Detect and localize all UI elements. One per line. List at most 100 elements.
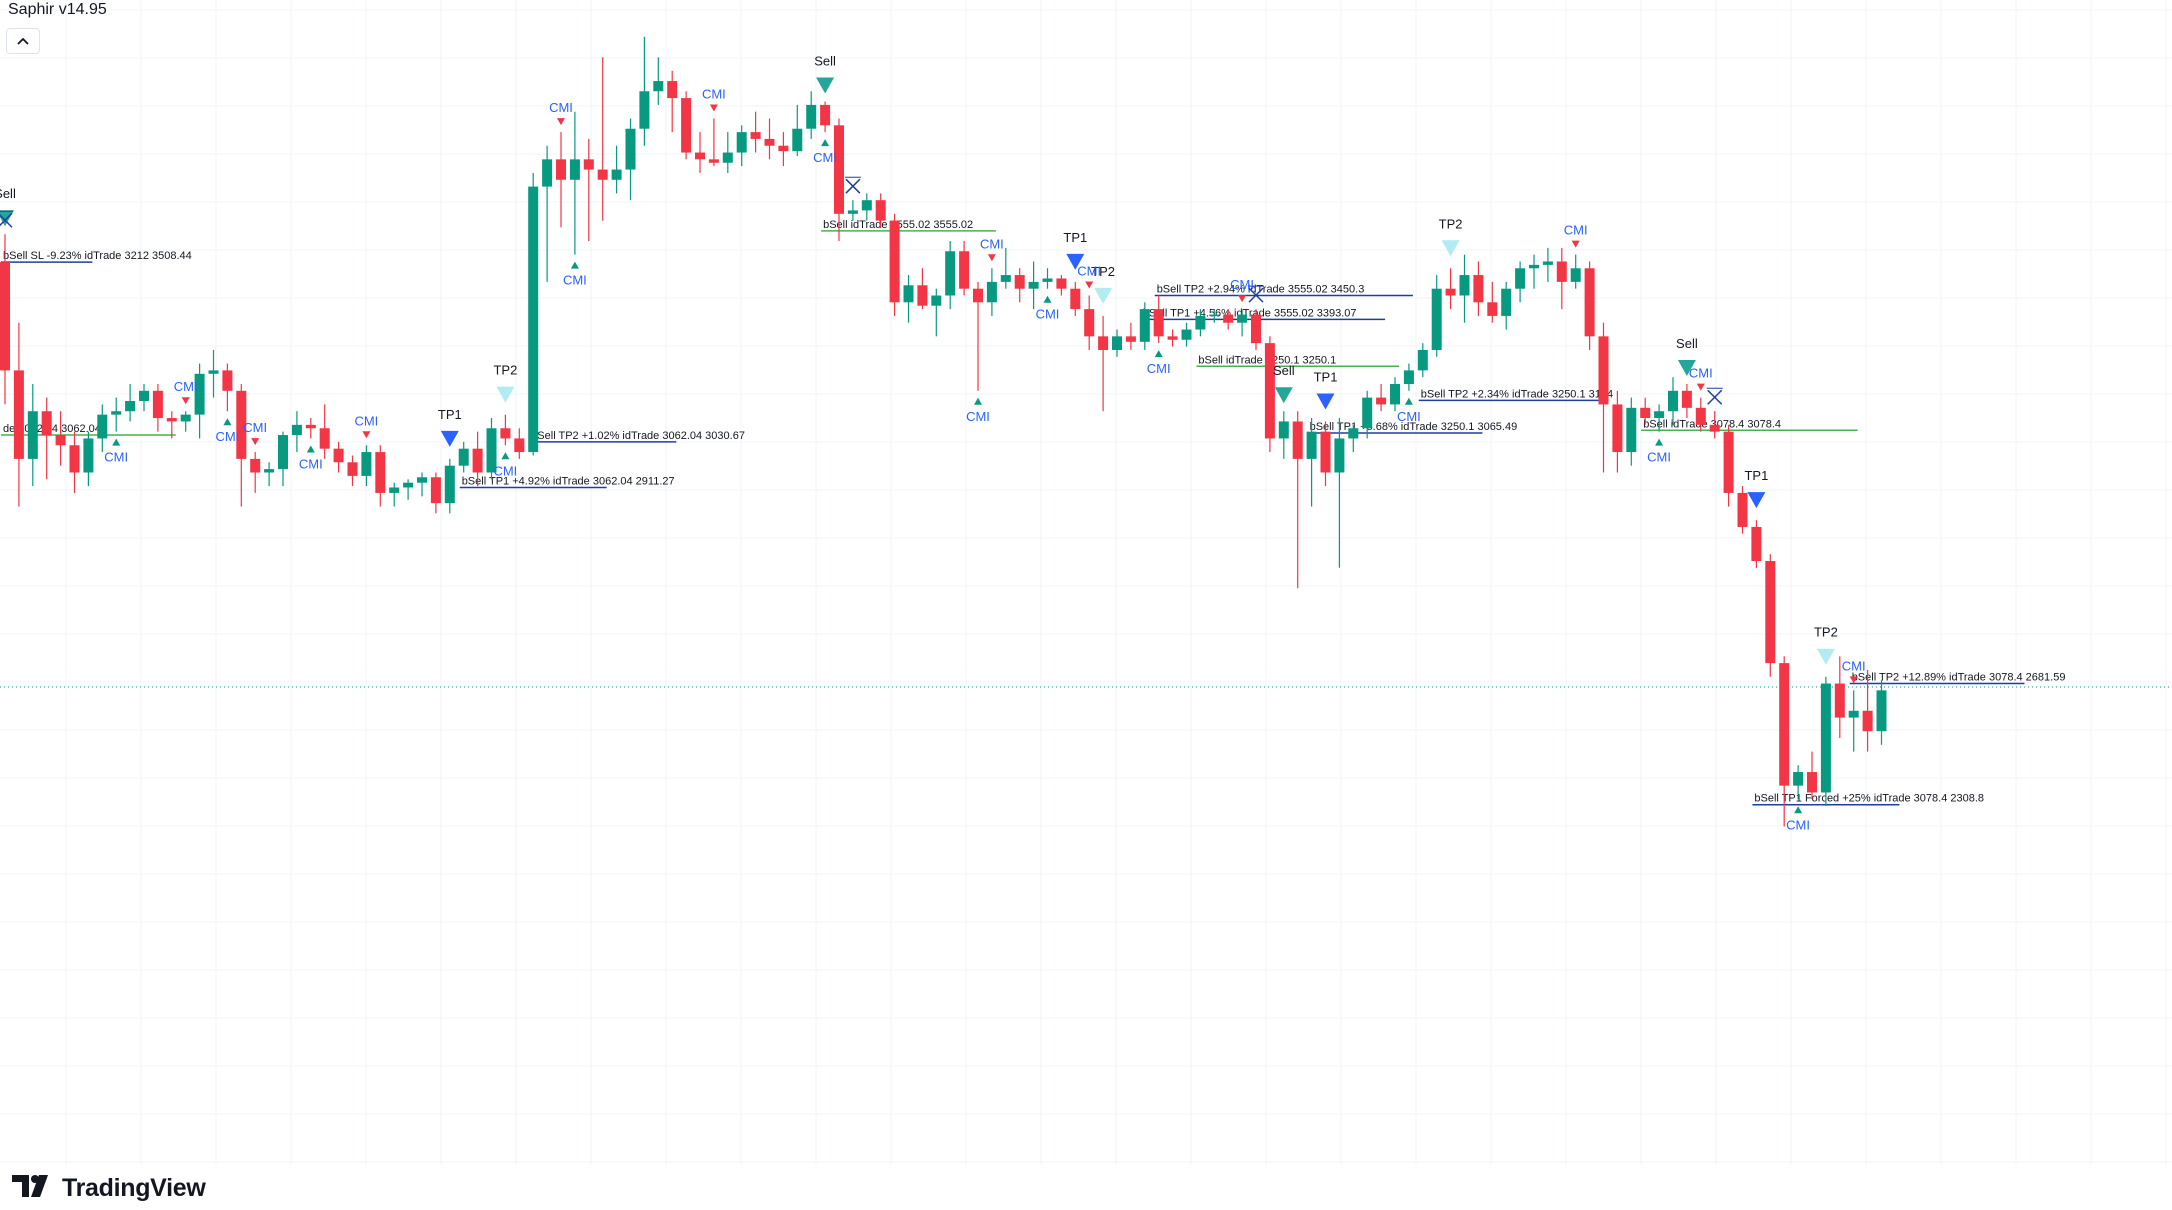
candle xyxy=(875,193,886,228)
cmi-label: CMI xyxy=(1564,223,1588,238)
cmi-up-arrow-icon xyxy=(1154,350,1163,358)
candle xyxy=(417,472,427,497)
candle-body xyxy=(347,462,358,476)
candle-body xyxy=(139,390,149,402)
candle-body xyxy=(1251,314,1261,344)
candle-body xyxy=(1515,268,1526,289)
cmi-up-arrow-icon xyxy=(501,452,510,460)
candle xyxy=(69,431,80,493)
candle-body xyxy=(1834,683,1845,718)
candle xyxy=(847,200,858,221)
candle xyxy=(1237,309,1248,337)
candle xyxy=(111,397,122,432)
candle-body xyxy=(847,210,858,214)
candle xyxy=(264,462,275,487)
candle-body xyxy=(1556,261,1567,282)
candle-body xyxy=(291,424,302,436)
cmi-label: CMI xyxy=(215,429,239,444)
candle xyxy=(250,452,261,493)
candle xyxy=(653,57,664,105)
cmi-down-arrow-icon xyxy=(251,438,260,446)
sell-signal-label: Sell xyxy=(0,186,16,201)
candle-body xyxy=(1390,384,1400,405)
candle-body xyxy=(180,414,191,422)
candle xyxy=(917,268,928,310)
candle xyxy=(27,384,38,487)
cmi-label: CMI xyxy=(563,273,587,288)
candle xyxy=(1598,322,1609,473)
tp2-signal-icon xyxy=(1441,240,1460,257)
candle xyxy=(1278,411,1289,459)
candle xyxy=(1264,336,1275,453)
candle-body xyxy=(1237,314,1248,323)
candle xyxy=(722,132,733,173)
candle xyxy=(945,241,956,310)
cmi-label: CMI xyxy=(493,463,517,478)
candle-body xyxy=(806,104,817,129)
candle-body xyxy=(1000,275,1011,282)
candle xyxy=(278,431,288,487)
candle-body xyxy=(458,448,469,466)
tradingview-logo[interactable]: TradingView xyxy=(12,1174,206,1203)
candle xyxy=(1181,322,1192,347)
candle xyxy=(403,479,414,500)
tp1-signal-icon xyxy=(1066,253,1085,270)
candle xyxy=(889,213,900,316)
cmi-label: CMI xyxy=(174,379,198,394)
sell-signal-icon xyxy=(1677,360,1696,376)
candle-body xyxy=(1529,264,1539,269)
candle xyxy=(1431,275,1442,357)
candle xyxy=(625,118,636,201)
candle xyxy=(1084,295,1095,350)
candle xyxy=(1362,390,1373,439)
candle xyxy=(1070,281,1081,316)
candle xyxy=(1709,411,1720,439)
candle xyxy=(194,363,205,439)
cmi-label: CMI xyxy=(104,450,128,465)
candle xyxy=(1195,309,1206,337)
candle-body xyxy=(1751,526,1762,561)
candle xyxy=(389,482,400,507)
indicator-title: Saphir v14.95 xyxy=(8,1,107,18)
candle xyxy=(1765,554,1776,677)
collapse-legend-button[interactable] xyxy=(6,28,40,54)
candle-body xyxy=(13,370,24,459)
candle-body xyxy=(931,295,942,306)
cmi-label: CMI xyxy=(1689,366,1713,381)
candle xyxy=(1695,397,1706,432)
candle-body xyxy=(1473,275,1484,303)
cmi-down-arrow-icon xyxy=(1085,281,1094,289)
cmi-label: CMI xyxy=(980,236,1004,251)
candle-body xyxy=(973,288,983,303)
candle xyxy=(1209,309,1220,323)
candle xyxy=(97,404,108,453)
candle-body xyxy=(1862,710,1873,732)
candle-body xyxy=(1112,336,1122,350)
candle-body xyxy=(41,411,52,436)
candle xyxy=(1459,254,1470,323)
candle-body xyxy=(1153,309,1164,337)
cmi-label: CMI xyxy=(1036,307,1060,322)
candle-body xyxy=(639,91,650,129)
candle xyxy=(1403,363,1414,391)
candle xyxy=(806,91,817,139)
candle xyxy=(931,288,942,337)
candle-body xyxy=(597,169,608,180)
candle-body xyxy=(1195,315,1206,330)
candle xyxy=(542,145,553,282)
tp1-signal-label: TP1 xyxy=(1314,369,1338,384)
candle xyxy=(361,445,372,487)
candle-body xyxy=(1668,390,1678,412)
cmi-up-arrow-icon xyxy=(112,438,121,446)
candle xyxy=(611,145,622,194)
exit-cross-icon xyxy=(1248,287,1264,303)
candle xyxy=(1515,261,1526,303)
candle xyxy=(1542,247,1553,282)
candle xyxy=(41,397,52,480)
candle-body xyxy=(1723,431,1734,493)
candle xyxy=(472,431,483,487)
candle xyxy=(667,70,678,133)
candle xyxy=(1251,309,1261,350)
candle-body xyxy=(333,448,344,463)
